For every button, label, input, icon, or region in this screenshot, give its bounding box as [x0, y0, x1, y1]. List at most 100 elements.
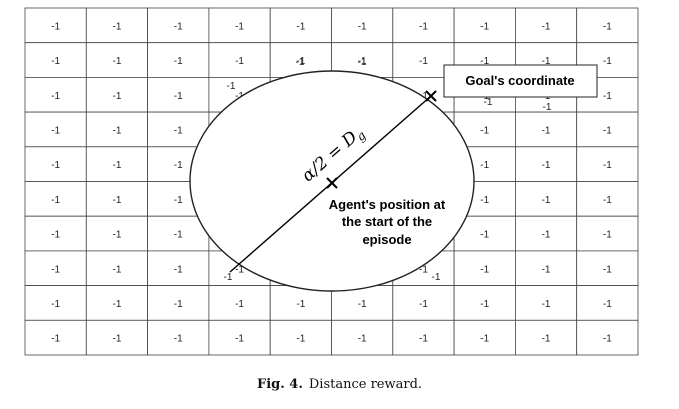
cell-value: -1 — [112, 125, 121, 136]
cell-value: -1 — [235, 334, 244, 345]
agent-label-line-1: Agent's position at — [329, 197, 446, 212]
cell-value: -1 — [542, 299, 551, 310]
caption-text: Distance reward. — [308, 377, 423, 392]
cell-value: -1 — [603, 334, 612, 345]
grid-cell — [331, 7, 394, 44]
grid-cell — [24, 7, 87, 44]
cell-value: -1 — [51, 264, 60, 275]
cell-value: -1 — [603, 160, 612, 171]
grid-cell — [576, 319, 639, 356]
cell-value: -1 — [603, 264, 612, 275]
cell-value: -1 — [112, 230, 121, 241]
grid-cell — [24, 77, 87, 113]
cell-value: -1 — [480, 264, 489, 275]
cell-value: -1 — [112, 56, 121, 67]
grid-cell — [453, 250, 516, 286]
cell-value: -1 — [542, 334, 551, 345]
edge-cell-value: -1 — [224, 272, 233, 283]
cell-value: -1 — [296, 56, 305, 67]
cell-value: -1 — [480, 230, 489, 241]
cell-value: -1 — [51, 334, 60, 345]
cell-value: -1 — [174, 264, 183, 275]
cell-value: -1 — [235, 299, 244, 310]
cell-value: -1 — [480, 334, 489, 345]
grid-cell — [24, 181, 87, 217]
agent-label-line-2: the start of the — [342, 214, 432, 229]
grid-cell — [24, 215, 87, 252]
grid-cell — [147, 250, 210, 286]
grid-cell — [515, 250, 578, 286]
cell-value: -1 — [174, 56, 183, 67]
cell-value: -1 — [174, 160, 183, 171]
grid-cell — [576, 181, 639, 217]
cell-value: -1 — [480, 299, 489, 310]
goal-label: Goal's coordinate — [465, 73, 574, 88]
cell-value: -1 — [51, 125, 60, 136]
cell-value: -1 — [603, 299, 612, 310]
grid-cell — [576, 7, 639, 44]
grid-cell — [576, 250, 639, 286]
cell-value: -1 — [358, 21, 367, 32]
cell-value: -1 — [51, 21, 60, 32]
distance-ellipse — [189, 70, 475, 292]
cell-value: -1 — [174, 91, 183, 102]
agent-marker — [326, 177, 338, 189]
cell-value: -1 — [112, 264, 121, 275]
edge-cell-value: -1 — [484, 97, 493, 108]
cell-value: -1 — [542, 160, 551, 171]
cell-value: -1 — [296, 21, 305, 32]
cell-value: -1 — [174, 230, 183, 241]
cell-value: -1 — [296, 334, 305, 345]
grid-cell — [24, 285, 87, 321]
grid-cell — [515, 181, 578, 217]
cell-value: -1 — [542, 230, 551, 241]
grid-cell — [24, 319, 87, 356]
cell-value: -1 — [112, 195, 121, 206]
grid-cell — [147, 111, 210, 148]
cell-value: -1 — [174, 299, 183, 310]
cell-value: -1 — [419, 56, 428, 67]
grid-cell — [24, 250, 87, 286]
grid-cell — [515, 146, 578, 182]
grid-cell — [576, 42, 639, 78]
grid-cell — [269, 319, 332, 356]
cell-value: -1 — [542, 21, 551, 32]
cell-value: -1 — [174, 125, 183, 136]
cell-value: -1 — [480, 125, 489, 136]
grid-cell — [515, 111, 578, 148]
goal-label-box — [443, 64, 598, 98]
cell-value: -1 — [112, 160, 121, 171]
grid-cell — [85, 42, 149, 78]
grid-cell — [453, 285, 516, 321]
grid-cell — [576, 215, 639, 252]
cell-value: -1 — [603, 56, 612, 67]
cell-value: -1 — [51, 299, 60, 310]
grid-cell — [576, 111, 639, 148]
cell-value: -1 — [174, 195, 183, 206]
grid-cell — [453, 7, 516, 44]
cell-value: -1 — [480, 21, 489, 32]
cell-value: -1 — [480, 195, 489, 206]
cell-value: -1 — [603, 195, 612, 206]
grid-cell — [147, 215, 210, 252]
ellipse-edge-cell-values: -1 -1 -1 -1 -1 -1 -1 — [224, 57, 552, 283]
cell-value: -1 — [419, 21, 428, 32]
grid-cell — [85, 7, 149, 44]
cell-value: -1 — [358, 299, 367, 310]
cell-value: -1 — [235, 91, 244, 102]
edge-cell-value: -1 — [358, 57, 367, 68]
cell-value: -1 — [174, 334, 183, 345]
grid-cell — [515, 285, 578, 321]
cell-value: -1 — [112, 299, 121, 310]
figure-caption: Fig. 4. Distance reward. — [0, 377, 679, 392]
cell-value: -1 — [603, 21, 612, 32]
grid-cell — [515, 215, 578, 252]
cell-value: -1 — [112, 334, 121, 345]
cell-value: -1 — [603, 91, 612, 102]
grid-cell — [392, 7, 455, 44]
cell-value: -1 — [112, 21, 121, 32]
cell-value: -1 — [112, 91, 121, 102]
edge-cell-value: -1 — [296, 57, 305, 68]
goal-marker — [425, 90, 437, 102]
cell-value: -1 — [542, 56, 551, 67]
